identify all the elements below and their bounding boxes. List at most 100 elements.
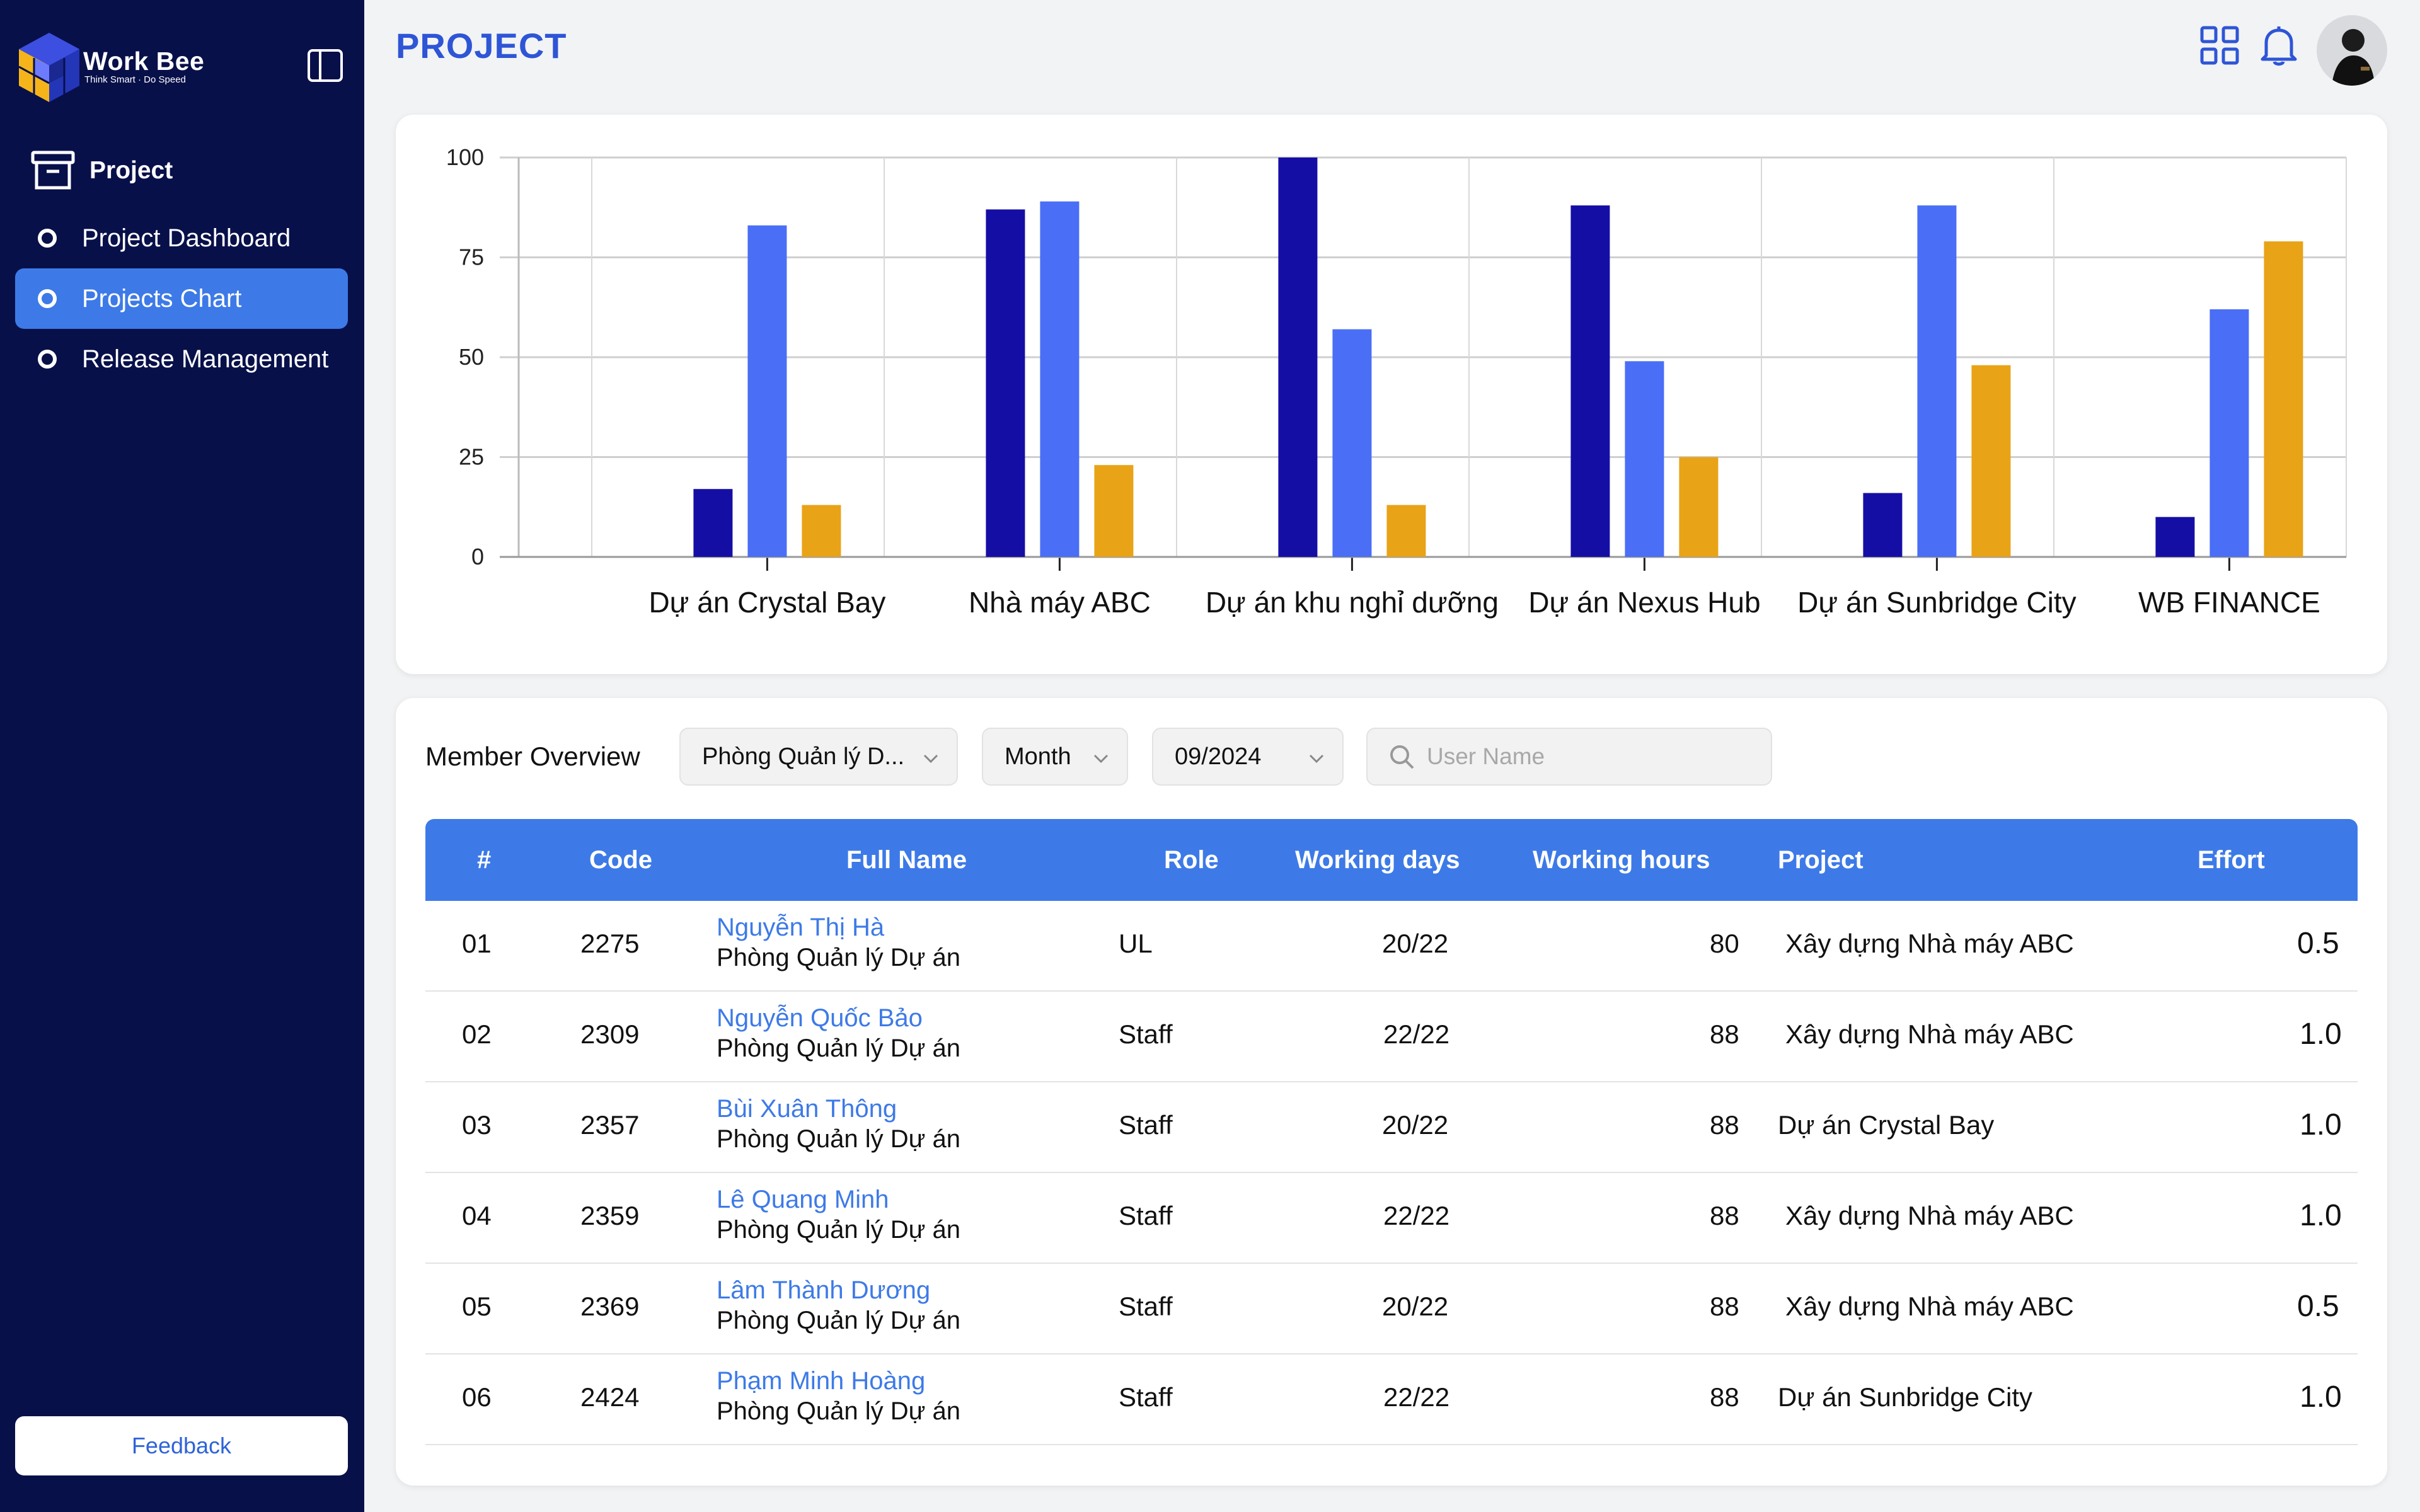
sidebar-item-label: Projects Chart [82,284,242,312]
member-effort: 1.0 [2300,1199,2342,1232]
sidebar-item-label: Release Management [82,345,329,373]
radio-dot-icon [38,350,57,369]
member-department: Phòng Quản lý Dự án [717,1397,961,1425]
projects-chart-card: 0 25 50 75 100 Dự án Crystal Bay Nhà máy ABC Dự… [396,115,2387,674]
table-row[interactable]: 03 2357 Bùi Xuân Thông Phòng Quản lý Dự … [425,1082,2358,1173]
x-tick-label: WB FINANCE [2138,586,2320,619]
member-department: Phòng Quản lý Dự án [717,1034,961,1062]
x-tick-label: Dự án Crystal Bay [648,586,885,619]
chart-bar [1278,158,1318,557]
working-days: 22/22 [1383,1382,1450,1412]
y-tick-label: 100 [446,144,484,170]
member-name-link[interactable]: Nguyễn Thị Hà [717,914,885,941]
radio-dot-icon [38,289,57,308]
member-project: Xây dựng Nhà máy ABC [1785,929,2074,958]
row-number: 01 [462,929,492,958]
member-code: 2309 [580,1019,640,1049]
chart-bar [747,225,787,557]
header-effort: Effort [2198,846,2265,874]
x-tick-label: Nhà máy ABC [969,586,1151,619]
chart-bar [1679,457,1719,557]
chevron-down-icon [1309,754,1324,764]
row-number: 06 [462,1382,492,1412]
member-project: Xây dựng Nhà máy ABC [1785,1292,2074,1321]
chart-bar [1040,201,1080,557]
working-days: 20/22 [1382,1292,1449,1321]
chart-bar [1863,493,1903,557]
table-row[interactable]: 04 2359 Lê Quang Minh Phòng Quản lý Dự á… [425,1173,2358,1264]
user-name-input[interactable] [1426,743,1756,770]
brand-tagline: Think Smart · Do Speed [84,74,186,85]
chart-bar [802,505,841,557]
member-department: Phòng Quản lý Dự án [717,1216,961,1244]
row-number: 03 [462,1110,492,1140]
header-working-hours: Working hours [1533,846,1710,874]
working-hours: 88 [1710,1382,1739,1412]
header-project: Project [1778,846,1864,874]
archive-box-icon [31,151,75,190]
chart-bar [1332,329,1372,557]
header-role: Role [1164,846,1219,874]
month-select[interactable]: 09/2024 [1152,728,1344,786]
working-hours: 88 [1710,1201,1739,1230]
chart-bar [1971,365,2011,557]
chart-bar [1386,505,1426,557]
chart-bar [2210,309,2249,557]
member-name-link[interactable]: Phạm Minh Hoàng [717,1367,926,1395]
table-row[interactable]: 01 2275 Nguyễn Thị Hà Phòng Quản lý Dự á… [425,901,2358,992]
sidebar-item-projects-chart[interactable]: Projects Chart [15,268,348,329]
member-name-link[interactable]: Lâm Thành Dương [717,1276,931,1304]
member-code: 2369 [580,1292,640,1321]
working-hours: 80 [1710,929,1739,958]
table-row[interactable]: 05 2369 Lâm Thành Dương Phòng Quản lý Dự… [425,1264,2358,1354]
member-name-link[interactable]: Bùi Xuân Thông [717,1095,897,1123]
x-tick-label: Dự án Sunbridge City [1797,586,2076,619]
projects-bar-chart: 0 25 50 75 100 Dự án Crystal Bay Nhà máy ABC Dự… [446,144,2347,619]
chart-bar [2264,241,2303,557]
user-search-box[interactable] [1366,728,1772,786]
workbee-logo-icon[interactable] [14,30,84,105]
member-code: 2424 [580,1382,640,1412]
brand-name: Work Bee [83,47,205,76]
feedback-button[interactable]: Feedback [15,1416,348,1475]
member-project: Dự án Sunbridge City [1778,1382,2032,1412]
chevron-down-icon [1093,754,1109,764]
member-effort: 0.5 [2297,1290,2339,1323]
chart-bar [1570,205,1610,557]
user-avatar[interactable] [2317,15,2387,86]
department-select-value: Phòng Quản lý D... [702,743,905,770]
table-row[interactable]: 06 2424 Phạm Minh Hoàng Phòng Quản lý Dự… [425,1354,2358,1445]
table-header: # Code Full Name Role Working days Worki… [425,819,2358,901]
header-working-days: Working days [1295,846,1460,874]
member-role: Staff [1119,1019,1173,1049]
member-name-link[interactable]: Lê Quang Minh [717,1186,889,1213]
period-select-value: Month [1005,743,1071,770]
table-row[interactable]: 02 2309 Nguyễn Quốc Bảo Phòng Quản lý Dự… [425,992,2358,1082]
header-full-name: Full Name [846,846,967,874]
member-name-link[interactable]: Nguyễn Quốc Bảo [717,1004,923,1032]
page-title: PROJECT [396,26,567,66]
sidebar-item-project-dashboard[interactable]: Project Dashboard [15,208,348,268]
search-icon [1390,745,1414,769]
member-department: Phòng Quản lý Dự án [717,1125,961,1153]
chevron-down-icon [923,754,938,764]
sidebar-item-release-management[interactable]: Release Management [15,329,348,389]
y-tick-label: 50 [459,344,484,370]
member-code: 2357 [580,1110,640,1140]
sidebar: Work Bee Think Smart · Do Speed Project … [0,0,364,1512]
member-department: Phòng Quản lý Dự án [717,944,961,971]
row-number: 04 [462,1201,492,1230]
department-select[interactable]: Phòng Quản lý D... [679,728,958,786]
x-tick-label: Dự án Nexus Hub [1528,586,1760,619]
chart-bar [1094,465,1134,557]
grid-icon[interactable] [2198,24,2241,67]
chart-bar [693,489,733,557]
row-number: 05 [462,1292,492,1321]
period-select[interactable]: Month [982,728,1128,786]
member-code: 2359 [580,1201,640,1230]
bell-icon[interactable] [2257,24,2300,67]
sidebar-toggle-icon[interactable] [306,47,344,84]
member-code: 2275 [580,929,640,958]
row-number: 02 [462,1019,492,1049]
sidebar-section-project[interactable]: Project [30,150,173,192]
